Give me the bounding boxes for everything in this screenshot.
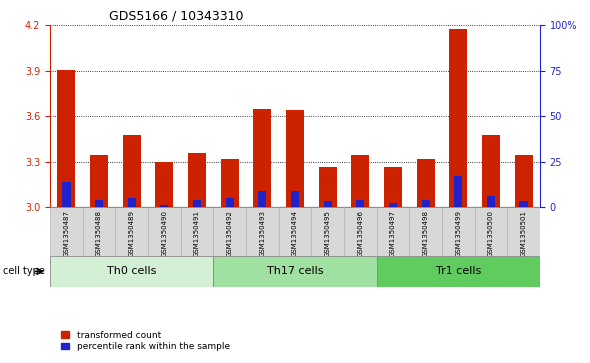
- Text: GSM1350497: GSM1350497: [390, 210, 396, 257]
- Text: GSM1350500: GSM1350500: [488, 210, 494, 257]
- Bar: [487, 196, 495, 207]
- Text: GSM1350492: GSM1350492: [227, 210, 232, 257]
- Bar: [507, 207, 540, 256]
- Bar: [474, 207, 507, 256]
- Text: cell type: cell type: [3, 266, 45, 276]
- Bar: [286, 110, 304, 207]
- Text: GSM1350487: GSM1350487: [64, 210, 70, 257]
- Bar: [291, 191, 299, 207]
- Text: Tr1 cells: Tr1 cells: [435, 266, 481, 276]
- Text: Th0 cells: Th0 cells: [107, 266, 156, 276]
- Bar: [417, 159, 435, 207]
- Bar: [214, 207, 246, 256]
- Text: GSM1350488: GSM1350488: [96, 210, 102, 257]
- Bar: [514, 155, 533, 207]
- Text: GSM1350495: GSM1350495: [324, 210, 330, 257]
- Bar: [384, 167, 402, 207]
- Bar: [90, 155, 108, 207]
- Bar: [50, 207, 83, 256]
- Bar: [351, 155, 369, 207]
- Bar: [116, 207, 148, 256]
- Legend: transformed count, percentile rank within the sample: transformed count, percentile rank withi…: [58, 327, 233, 355]
- Bar: [442, 207, 474, 256]
- Text: GSM1350498: GSM1350498: [422, 210, 428, 257]
- Text: GSM1350494: GSM1350494: [292, 210, 298, 257]
- Bar: [50, 256, 214, 287]
- Bar: [519, 201, 527, 207]
- Bar: [225, 198, 234, 207]
- Bar: [482, 135, 500, 207]
- Text: GDS5166 / 10343310: GDS5166 / 10343310: [109, 10, 244, 23]
- Bar: [181, 207, 214, 256]
- Bar: [258, 191, 267, 207]
- Bar: [454, 176, 463, 207]
- Bar: [57, 70, 76, 207]
- Bar: [127, 198, 136, 207]
- Bar: [376, 207, 409, 256]
- Bar: [389, 203, 397, 207]
- Bar: [312, 207, 344, 256]
- Bar: [63, 182, 71, 207]
- Bar: [246, 207, 278, 256]
- Bar: [376, 256, 540, 287]
- Bar: [319, 167, 337, 207]
- Bar: [221, 159, 239, 207]
- Text: GSM1350489: GSM1350489: [129, 210, 135, 257]
- Text: GSM1350499: GSM1350499: [455, 210, 461, 257]
- Bar: [409, 207, 442, 256]
- Bar: [214, 256, 376, 287]
- Bar: [421, 200, 430, 207]
- Bar: [95, 200, 103, 207]
- Text: GSM1350491: GSM1350491: [194, 210, 200, 257]
- Bar: [155, 162, 173, 207]
- Text: GSM1350493: GSM1350493: [260, 210, 266, 257]
- Text: GSM1350501: GSM1350501: [520, 210, 526, 257]
- Text: GSM1350490: GSM1350490: [162, 210, 168, 257]
- Bar: [160, 205, 169, 207]
- Bar: [123, 135, 141, 207]
- Bar: [253, 109, 271, 207]
- Text: GSM1350496: GSM1350496: [358, 210, 363, 257]
- Bar: [449, 29, 467, 207]
- Text: Th17 cells: Th17 cells: [267, 266, 323, 276]
- Bar: [323, 201, 332, 207]
- Bar: [278, 207, 312, 256]
- Bar: [148, 207, 181, 256]
- Bar: [356, 200, 365, 207]
- Bar: [188, 153, 206, 207]
- Bar: [83, 207, 116, 256]
- Bar: [193, 200, 201, 207]
- Bar: [344, 207, 376, 256]
